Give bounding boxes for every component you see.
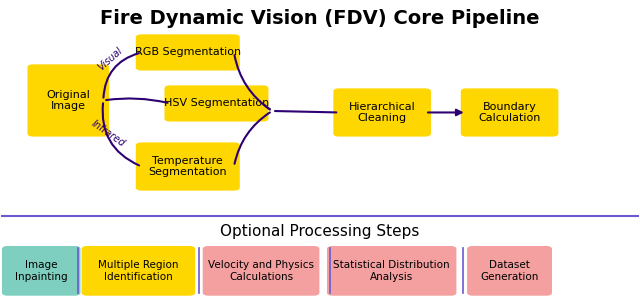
Text: Multiple Region
Identification: Multiple Region Identification bbox=[98, 260, 179, 281]
FancyBboxPatch shape bbox=[328, 247, 456, 295]
Text: Original
Image: Original Image bbox=[46, 90, 90, 111]
Text: Boundary
Calculation: Boundary Calculation bbox=[478, 102, 541, 123]
FancyBboxPatch shape bbox=[461, 89, 557, 136]
FancyBboxPatch shape bbox=[83, 247, 195, 295]
Text: Hierarchical
Cleaning: Hierarchical Cleaning bbox=[349, 102, 415, 123]
Text: HSV Segmentation: HSV Segmentation bbox=[164, 98, 269, 108]
FancyBboxPatch shape bbox=[136, 35, 239, 70]
Text: Optional Processing Steps: Optional Processing Steps bbox=[220, 224, 420, 239]
Text: Visual: Visual bbox=[96, 45, 124, 72]
Text: Temperature
Segmentation: Temperature Segmentation bbox=[148, 156, 227, 177]
FancyBboxPatch shape bbox=[3, 247, 80, 295]
FancyBboxPatch shape bbox=[334, 89, 430, 136]
Text: Infrared: Infrared bbox=[90, 119, 127, 149]
FancyBboxPatch shape bbox=[28, 65, 108, 136]
Text: Statistical Distribution
Analysis: Statistical Distribution Analysis bbox=[333, 260, 450, 281]
FancyBboxPatch shape bbox=[204, 247, 319, 295]
FancyBboxPatch shape bbox=[468, 247, 551, 295]
Text: Velocity and Physics
Calculations: Velocity and Physics Calculations bbox=[208, 260, 314, 281]
FancyBboxPatch shape bbox=[165, 86, 268, 121]
Text: Dataset
Generation: Dataset Generation bbox=[481, 260, 539, 281]
Text: Fire Dynamic Vision (FDV) Core Pipeline: Fire Dynamic Vision (FDV) Core Pipeline bbox=[100, 9, 540, 28]
Text: RGB Segmentation: RGB Segmentation bbox=[134, 48, 241, 58]
Text: Image
Inpainting: Image Inpainting bbox=[15, 260, 68, 281]
FancyBboxPatch shape bbox=[136, 143, 239, 190]
